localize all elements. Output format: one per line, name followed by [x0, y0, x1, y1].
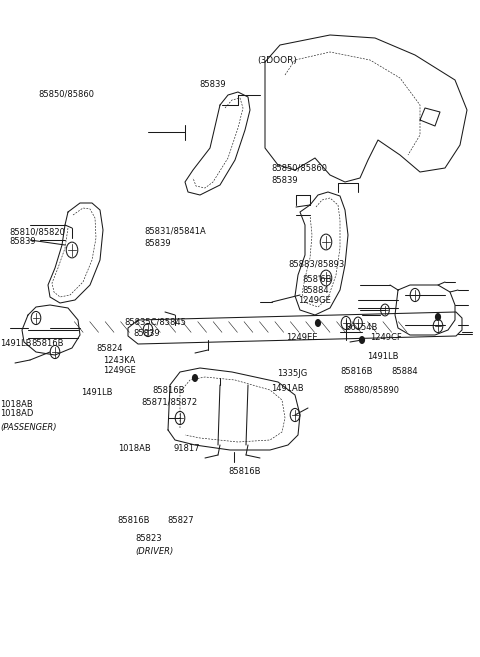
Text: 85810/85820: 85810/85820	[10, 227, 65, 237]
Text: 1249GE: 1249GE	[103, 366, 136, 375]
Text: 85871/85872: 85871/85872	[142, 397, 198, 407]
Text: 85831/85841A: 85831/85841A	[144, 227, 206, 236]
Text: 1491LB: 1491LB	[81, 388, 112, 397]
Text: 1243KA: 1243KA	[103, 356, 135, 365]
Text: 85839: 85839	[199, 79, 226, 89]
Text: 85827: 85827	[167, 516, 193, 525]
Text: 1018AB: 1018AB	[118, 443, 150, 453]
Text: 1249GE: 1249GE	[298, 296, 330, 306]
Text: 85884: 85884	[391, 367, 418, 376]
Text: (DRIVER): (DRIVER)	[136, 547, 174, 556]
Text: 1018AD: 1018AD	[0, 409, 34, 419]
Circle shape	[436, 313, 441, 320]
Text: 85884: 85884	[302, 286, 329, 295]
Text: (3DOOR): (3DOOR)	[257, 56, 297, 65]
Text: 1018AB: 1018AB	[0, 399, 33, 409]
Text: 1249CF: 1249CF	[370, 332, 401, 342]
Circle shape	[316, 320, 321, 327]
Text: 85835C/85845: 85835C/85845	[125, 317, 187, 327]
Text: 858'6B: 858'6B	[302, 275, 332, 284]
Text: 85816B: 85816B	[228, 466, 261, 476]
Text: 85839: 85839	[271, 176, 298, 185]
Text: 85839: 85839	[144, 238, 170, 248]
Text: 1335JG: 1335JG	[277, 369, 308, 378]
Circle shape	[192, 374, 197, 381]
Text: 85883/85893: 85883/85893	[288, 260, 344, 269]
Text: 85839: 85839	[133, 329, 160, 338]
Text: 1249EE: 1249EE	[286, 332, 317, 342]
Text: 85850/85860: 85850/85860	[271, 163, 327, 172]
Text: 1491LB: 1491LB	[367, 351, 399, 361]
Text: 85816B: 85816B	[31, 339, 64, 348]
Text: 86154B: 86154B	[346, 323, 378, 332]
Text: (PASSENGER): (PASSENGER)	[0, 423, 57, 432]
Text: 1491AB: 1491AB	[271, 384, 304, 394]
Text: 1491LB: 1491LB	[0, 339, 32, 348]
Text: 85816B: 85816B	[153, 386, 185, 395]
Text: 85850/85860: 85850/85860	[38, 89, 95, 99]
Text: 85823: 85823	[136, 534, 162, 543]
Text: 91817: 91817	[174, 443, 200, 453]
Text: 85816B: 85816B	[341, 367, 373, 376]
Text: 85816B: 85816B	[118, 516, 150, 525]
Circle shape	[360, 337, 364, 344]
Text: 85824: 85824	[96, 344, 122, 353]
Text: 85839: 85839	[10, 237, 36, 246]
Text: 85880/85890: 85880/85890	[343, 386, 399, 395]
